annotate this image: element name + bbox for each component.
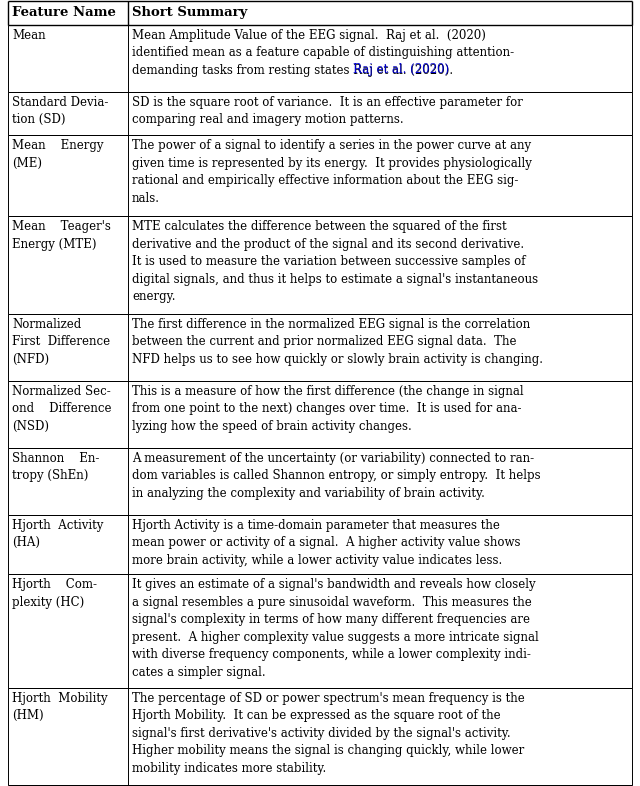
Text: MTE calculates the difference between the squared of the first
derivative and th: MTE calculates the difference between th… xyxy=(132,220,538,303)
Text: This is a measure of how the first difference (the change in signal
from one poi: This is a measure of how the first diffe… xyxy=(132,384,524,432)
Text: Mean: Mean xyxy=(12,29,45,42)
Text: Raj et al. (2020): Raj et al. (2020) xyxy=(353,63,449,76)
Text: Hjorth  Activity
(HA): Hjorth Activity (HA) xyxy=(12,519,104,549)
Text: Standard Devia-
tion (SD): Standard Devia- tion (SD) xyxy=(12,96,108,127)
Text: SD is the square root of variance.  It is an effective parameter for
comparing r: SD is the square root of variance. It is… xyxy=(132,96,523,127)
Text: Feature Name: Feature Name xyxy=(12,6,116,20)
Text: Hjorth Activity is a time-domain parameter that measures the
mean power or activ: Hjorth Activity is a time-domain paramet… xyxy=(132,519,520,567)
Text: A measurement of the uncertainty (or variability) connected to ran-
dom variable: A measurement of the uncertainty (or var… xyxy=(132,452,541,500)
Text: Hjorth    Com-
plexity (HC): Hjorth Com- plexity (HC) xyxy=(12,578,97,608)
Text: Hjorth  Mobility
(HM): Hjorth Mobility (HM) xyxy=(12,692,108,722)
Text: Normalized
First  Difference
(NFD): Normalized First Difference (NFD) xyxy=(12,318,110,365)
Text: Mean    Energy
(ME): Mean Energy (ME) xyxy=(12,139,104,170)
Text: Mean Amplitude Value of the EEG signal.  Raj et al.  (2020)
identified mean as a: Mean Amplitude Value of the EEG signal. … xyxy=(132,29,514,77)
Text: Normalized Sec-
ond    Difference
(NSD): Normalized Sec- ond Difference (NSD) xyxy=(12,384,111,432)
Text: Shannon    En-
tropy (ShEn): Shannon En- tropy (ShEn) xyxy=(12,452,99,482)
Text: The power of a signal to identify a series in the power curve at any
given time : The power of a signal to identify a seri… xyxy=(132,139,532,204)
Text: Short Summary: Short Summary xyxy=(132,6,248,20)
Text: The percentage of SD or power spectrum's mean frequency is the
Hjorth Mobility. : The percentage of SD or power spectrum's… xyxy=(132,692,525,775)
Text: Mean    Teager's
Energy (MTE): Mean Teager's Energy (MTE) xyxy=(12,220,111,251)
Text: The first difference in the normalized EEG signal is the correlation
between the: The first difference in the normalized E… xyxy=(132,318,543,365)
Text: It gives an estimate of a signal's bandwidth and reveals how closely
a signal re: It gives an estimate of a signal's bandw… xyxy=(132,578,539,678)
